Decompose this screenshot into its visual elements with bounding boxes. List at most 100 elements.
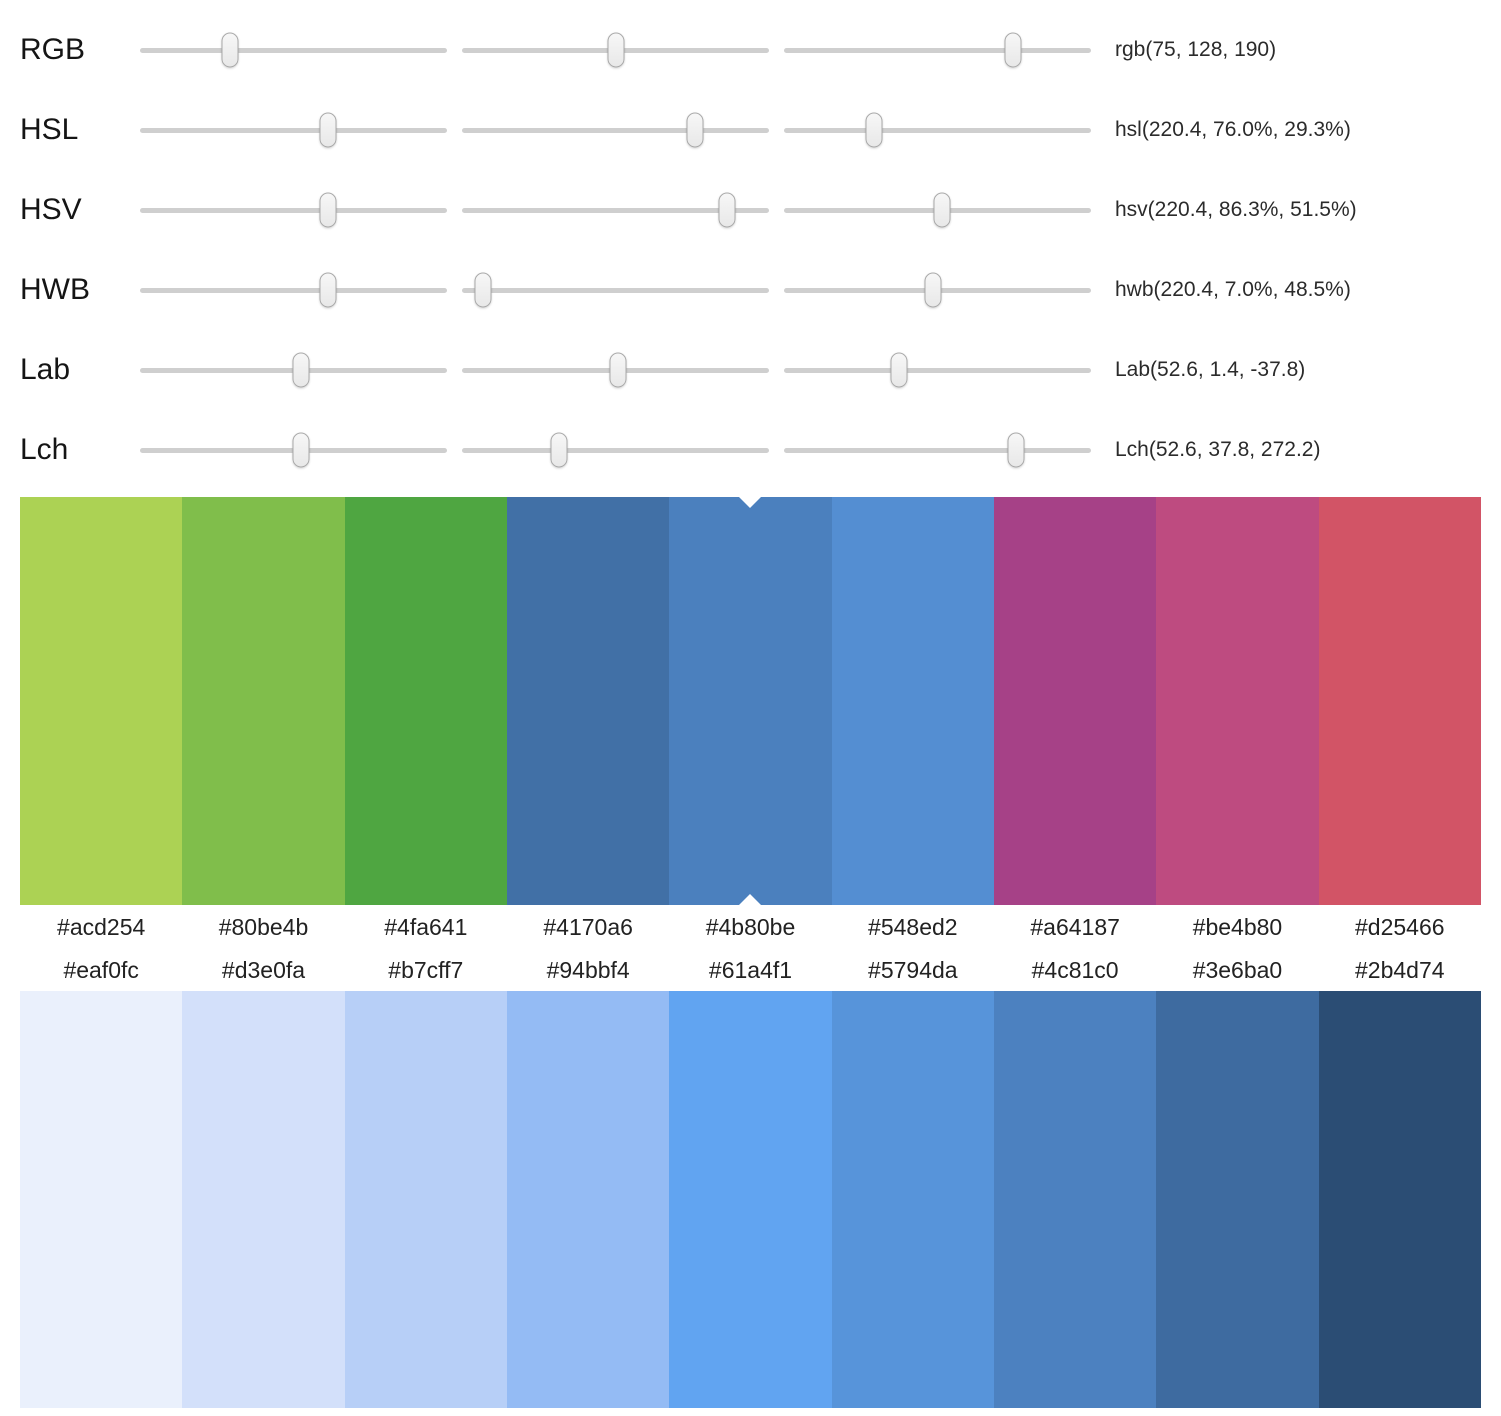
palette-swatch[interactable] — [993, 991, 1157, 1408]
colorspace-label: Lch — [20, 433, 69, 466]
slider-thumb[interactable] — [319, 112, 337, 148]
slider-thumb[interactable] — [686, 112, 704, 148]
selection-caret-top-icon — [739, 497, 762, 508]
colorspace-label: HWB — [20, 273, 90, 306]
palette-swatch[interactable] — [20, 497, 183, 905]
swatch-hex-label: #acd254 — [57, 914, 146, 940]
slider-thumb[interactable] — [319, 272, 337, 308]
slider-thumb[interactable] — [718, 192, 736, 228]
slider-track-rgb-2[interactable] — [462, 32, 769, 68]
slider-track-hsv-1[interactable] — [140, 192, 447, 228]
slider-track-hsl-1[interactable] — [140, 112, 447, 148]
colorspace-label: Lab — [20, 353, 71, 386]
slider-thumb[interactable] — [292, 352, 310, 388]
swatch-hex-label: #4c81c0 — [1031, 957, 1119, 983]
swatch-hex-label: #b7cff7 — [388, 957, 464, 983]
palette-swatch[interactable] — [182, 991, 345, 1408]
slider-thumb[interactable] — [292, 432, 310, 468]
color-value-label: hsl(220.4, 76.0%, 29.3%) — [1115, 118, 1351, 141]
color-value-label: hwb(220.4, 7.0%, 48.5%) — [1115, 278, 1351, 301]
colorspace-label: HSL — [20, 113, 79, 146]
palette-swatch[interactable] — [669, 991, 832, 1408]
swatch-hex-label: #d3e0fa — [221, 957, 306, 983]
swatch-hex-label: #4b80be — [705, 914, 796, 940]
slider-track-rgb-3[interactable] — [784, 32, 1091, 68]
palette-swatch[interactable] — [669, 497, 832, 905]
palette-swatch[interactable] — [506, 991, 670, 1408]
slider-track-hsl-3[interactable] — [784, 112, 1091, 148]
swatch-hex-label: #d25466 — [1355, 914, 1445, 940]
palette-swatch[interactable] — [1156, 991, 1319, 1408]
color-value-label: Lab(52.6, 1.4, -37.8) — [1115, 358, 1306, 381]
slider-thumb[interactable] — [1004, 32, 1022, 68]
slider-track-hsv-3[interactable] — [784, 192, 1091, 228]
palette-swatch[interactable] — [20, 991, 183, 1408]
slider-track-group — [140, 432, 1091, 468]
slider-thumb[interactable] — [319, 192, 337, 228]
slider-row-hsv: HSV hsv(220.4, 86.3%, 51.5%) — [20, 170, 1481, 250]
palette-swatch[interactable] — [1318, 497, 1481, 905]
palette-swatch[interactable] — [182, 497, 345, 905]
slider-track-rgb-1[interactable] — [140, 32, 447, 68]
slider-row-hwb: HWB hwb(220.4, 7.0%, 48.5%) — [20, 250, 1481, 330]
swatch-hex-label: #3e6ba0 — [1192, 957, 1283, 983]
colorspace-slider-panel: RGB rgb(75, 128, 190) HSL hsl(220.4, 76.0%,… — [20, 10, 1481, 490]
slider-track-group — [140, 112, 1091, 148]
slider-row-hsl: HSL hsl(220.4, 76.0%, 29.3%) — [20, 90, 1481, 170]
palette-swatch[interactable] — [831, 991, 994, 1408]
color-value-label: Lch(52.6, 37.8, 272.2) — [1115, 438, 1321, 461]
swatch-hex-label: #2b4d74 — [1355, 957, 1445, 983]
slider-thumb[interactable] — [933, 192, 951, 228]
slider-thumb[interactable] — [221, 32, 239, 68]
slider-row-lab: Lab Lab(52.6, 1.4, -37.8) — [20, 330, 1481, 410]
slider-track-group — [140, 272, 1091, 308]
slider-row-rgb: RGB rgb(75, 128, 190) — [20, 10, 1481, 90]
swatch-hex-label: #5794da — [868, 957, 958, 983]
slider-track-hwb-1[interactable] — [140, 272, 447, 308]
slider-thumb[interactable] — [924, 272, 942, 308]
colorspace-label: HSV — [20, 193, 82, 226]
palette-swatch[interactable] — [993, 497, 1157, 905]
slider-track-group — [140, 192, 1091, 228]
hue-palette-hex-labels: #acd254 #80be4b #4fa641 #4170a6 #4b80be #548e… — [20, 905, 1481, 948]
slider-track-lch-1[interactable] — [140, 432, 447, 468]
slider-track-lch-3[interactable] — [784, 432, 1091, 468]
swatch-hex-label: #eaf0fc — [63, 957, 139, 983]
slider-track-hwb-2[interactable] — [462, 272, 769, 308]
shade-palette — [20, 991, 1481, 1408]
slider-track-hsv-2[interactable] — [462, 192, 769, 228]
slider-track-lab-3[interactable] — [784, 352, 1091, 388]
slider-track-hwb-3[interactable] — [784, 272, 1091, 308]
palette-swatch[interactable] — [831, 497, 994, 905]
slider-track-lab-2[interactable] — [462, 352, 769, 388]
slider-thumb[interactable] — [607, 32, 625, 68]
palette-swatch[interactable] — [1318, 991, 1481, 1408]
slider-track-lch-2[interactable] — [462, 432, 769, 468]
slider-thumb[interactable] — [865, 112, 883, 148]
slider-track-group — [140, 352, 1091, 388]
slider-thumb[interactable] — [609, 352, 627, 388]
swatch-hex-label: #61a4f1 — [708, 957, 793, 983]
colorspace-label: RGB — [20, 33, 86, 66]
swatch-hex-label: #4fa641 — [384, 914, 468, 940]
color-value-label: rgb(75, 128, 190) — [1115, 38, 1277, 61]
color-value-label: hsv(220.4, 86.3%, 51.5%) — [1115, 198, 1357, 221]
swatch-hex-label: #be4b80 — [1192, 914, 1283, 940]
slider-thumb[interactable] — [890, 352, 908, 388]
palette-swatch[interactable] — [344, 991, 507, 1408]
swatch-hex-label: #548ed2 — [868, 914, 958, 940]
slider-thumb[interactable] — [474, 272, 492, 308]
palette-swatch[interactable] — [1156, 497, 1319, 905]
slider-row-lch: Lch Lch(52.6, 37.8, 272.2) — [20, 410, 1481, 490]
slider-thumb[interactable] — [550, 432, 568, 468]
palette-swatch[interactable] — [344, 497, 507, 905]
palette-swatch[interactable] — [506, 497, 670, 905]
slider-track-hsl-2[interactable] — [462, 112, 769, 148]
slider-track-lab-1[interactable] — [140, 352, 447, 388]
selection-caret-bottom-icon — [739, 894, 762, 905]
shade-palette-hex-labels: #eaf0fc #d3e0fa #b7cff7 #94bbf4 #61a4f1 #5794… — [20, 948, 1481, 991]
slider-thumb[interactable] — [1007, 432, 1025, 468]
slider-track-group — [140, 32, 1091, 68]
swatch-hex-label: #4170a6 — [543, 914, 633, 940]
